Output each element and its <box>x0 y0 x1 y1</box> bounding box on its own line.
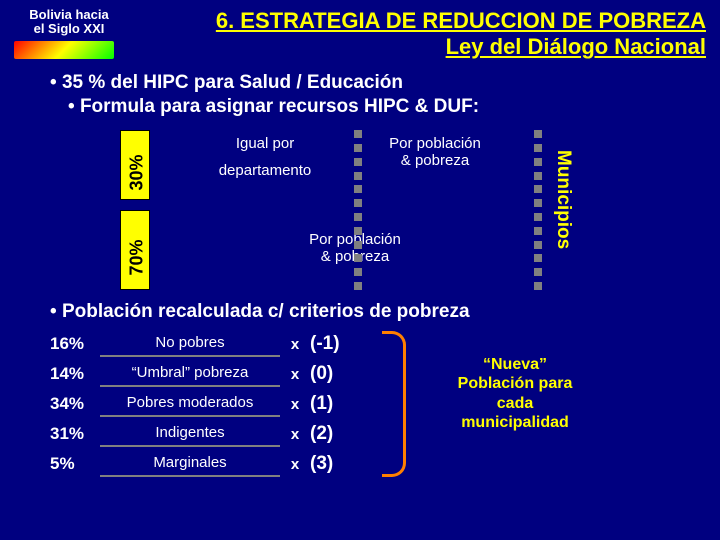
brace <box>382 331 406 477</box>
logo-bar <box>14 41 114 59</box>
row-pct: 5% <box>50 454 100 474</box>
row-x: x <box>280 336 310 353</box>
row-cat: Indigentes <box>100 421 280 447</box>
row-cat: “Umbral” pobreza <box>100 361 280 387</box>
row-x: x <box>280 426 310 443</box>
bullet-1: 35 % del HIPC para Salud / Educación <box>50 71 680 96</box>
row-score: (3) <box>310 453 360 475</box>
table-area: 16%No pobresx(-1)14%“Umbral” pobrezax(0)… <box>50 329 680 479</box>
section-2: Población recalculada c/ criterios de po… <box>0 301 720 479</box>
logo-text-1: Bolivia hacia <box>14 8 124 22</box>
nueva-l2: Población para <box>430 374 600 393</box>
dash-col-1 <box>354 130 362 290</box>
box-igual: Igual por departamento <box>200 136 330 179</box>
box1-l1: Igual por <box>200 136 330 153</box>
row-pct: 16% <box>50 334 100 354</box>
box2-l2: & pobreza <box>370 153 500 170</box>
bullet-2: Formula para asignar recursos HIPC & DUF… <box>50 95 680 120</box>
title-line-1: 6. ESTRATEGIA DE REDUCCION DE POBREZA <box>134 8 706 34</box>
municipios-label: Municipios <box>552 150 574 249</box>
row-score: (1) <box>310 393 360 415</box>
header: Bolivia hacia el Siglo XXI 6. ESTRATEGIA… <box>0 0 720 61</box>
row-pct: 34% <box>50 394 100 414</box>
row-score: (-1) <box>310 333 360 355</box>
row-x: x <box>280 456 310 473</box>
box2-l1: Por población <box>370 136 500 153</box>
row-x: x <box>280 366 310 383</box>
nueva-l1: “Nueva” <box>430 355 600 374</box>
diagram: 30% 70% Igual por departamento Por pobla… <box>0 130 720 295</box>
logo-text-2: el Siglo XXI <box>14 22 124 36</box>
box-pob1: Por población & pobreza <box>370 136 500 169</box>
logo-block: Bolivia hacia el Siglo XXI <box>14 8 124 59</box>
row-cat: Pobres moderados <box>100 391 280 417</box>
title-line-2: Ley del Diálogo Nacional <box>134 34 706 60</box>
title-block: 6. ESTRATEGIA DE REDUCCION DE POBREZA Le… <box>124 8 706 61</box>
row-score: (0) <box>310 363 360 385</box>
nueva-l4: municipalidad <box>430 413 600 432</box>
bullet-pobreza: Población recalculada c/ criterios de po… <box>50 301 680 323</box>
row-score: (2) <box>310 423 360 445</box>
box1-l2: departamento <box>200 163 330 180</box>
bar-30-label: 30% <box>127 141 148 191</box>
row-x: x <box>280 396 310 413</box>
table-row: 5%Marginalesx(3) <box>50 449 680 479</box>
row-pct: 14% <box>50 364 100 384</box>
row-cat: No pobres <box>100 331 280 357</box>
dash-col-2 <box>534 130 542 290</box>
row-cat: Marginales <box>100 451 280 477</box>
row-pct: 31% <box>50 424 100 444</box>
nueva-poblacion: “Nueva” Población para cada municipalida… <box>430 355 600 432</box>
nueva-l3: cada <box>430 394 600 413</box>
bullets-top: 35 % del HIPC para Salud / Educación For… <box>0 61 720 126</box>
bar-70-label: 70% <box>127 226 148 276</box>
